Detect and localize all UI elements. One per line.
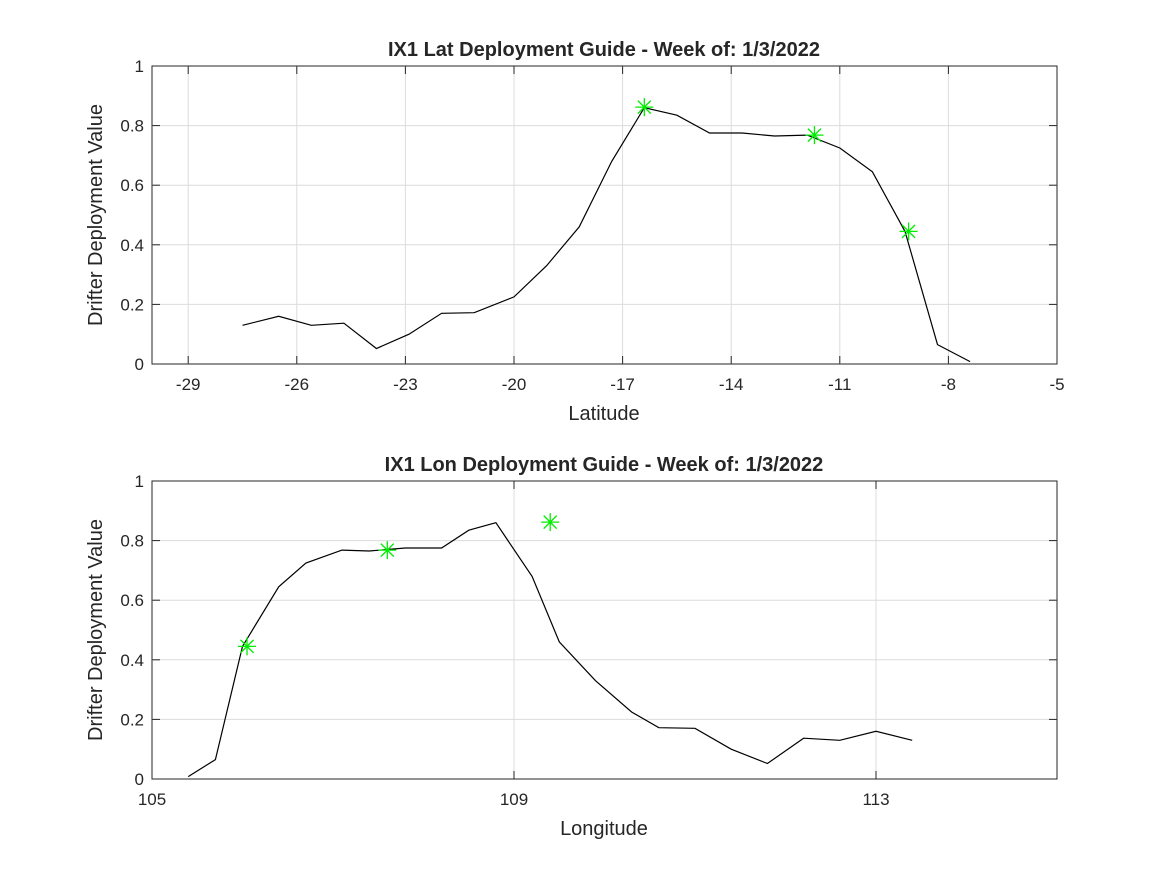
- y-tick-label: 0.4: [120, 651, 144, 670]
- x-tick-label: -20: [502, 375, 527, 394]
- marker-stroke: [543, 515, 558, 530]
- y-tick-label: 0.6: [120, 591, 144, 610]
- x-tick-label: -17: [610, 375, 635, 394]
- grid: [152, 481, 1057, 779]
- asterisk-marker: [378, 541, 397, 560]
- marker-stroke: [637, 100, 652, 115]
- series-line: [242, 107, 971, 363]
- plot-area: [151, 480, 1058, 780]
- x-tick-label: -11: [828, 375, 851, 394]
- x-axis-label: Latitude: [568, 403, 639, 425]
- grid: [152, 66, 1057, 364]
- x-tick-label: -8: [941, 375, 956, 394]
- y-tick-label: 0.8: [120, 117, 144, 136]
- y-tick-label: 0: [135, 355, 144, 374]
- chart-title: IX1 Lon Deployment Guide - Week of: 1/3/…: [385, 454, 824, 476]
- latitude-chart: -29 -26 -23 -20 -17 -14 -11 -8 -500.20.40.60.81 …: [85, 39, 1065, 425]
- asterisk-marker: [805, 126, 824, 145]
- y-tick-label: 0.8: [120, 532, 144, 551]
- asterisk-marker: [899, 222, 918, 241]
- x-tick-label: 113: [862, 790, 889, 809]
- x-tick-label: -14: [719, 375, 744, 394]
- ticks: 105 109 113 0 0.2 0.4 0.6 0.8 1: [120, 472, 1057, 809]
- markers: [635, 98, 918, 241]
- y-tick-label: 1: [135, 472, 144, 491]
- y-axis-label: Drifter Deployment Value: [85, 104, 107, 326]
- y-tick-label: 0: [135, 770, 144, 789]
- y-tick-label: 1: [135, 57, 144, 76]
- x-tick-label: -26: [285, 375, 310, 394]
- x-axis-label: Longitude: [560, 818, 648, 840]
- marker-stroke: [240, 639, 254, 654]
- marker-stroke: [807, 128, 822, 143]
- y-tick-label: 0.2: [120, 710, 144, 729]
- asterisk-marker: [635, 98, 654, 117]
- x-tick-label: -23: [393, 375, 418, 394]
- markers: [238, 513, 560, 656]
- x-tick-label: 105: [138, 790, 166, 809]
- ticks: -29 -26 -23 -20 -17 -14 -11 -8 -5 0 0.2 0.4 0.6 0.8 1: [120, 57, 1064, 394]
- asterisk-marker: [238, 637, 257, 656]
- plot-area: [151, 65, 1058, 365]
- y-tick-label: 0.4: [120, 236, 144, 255]
- asterisk-marker: [541, 513, 560, 532]
- y-tick-label: 0.6: [120, 176, 144, 195]
- y-tick-label: 0.2: [120, 295, 144, 314]
- marker-stroke: [380, 543, 395, 558]
- chart-title: IX1 Lat Deployment Guide - Week of: 1/3/…: [388, 39, 820, 61]
- x-tick-label: 109: [500, 790, 528, 809]
- series-line: [187, 522, 913, 778]
- marker-stroke: [901, 224, 916, 239]
- y-axis-label: Drifter Deployment Value: [85, 519, 107, 741]
- x-tick-label: -29: [176, 375, 201, 394]
- longitude-chart: 105 109 113 0 0.2 0.4 0.6 0.8 1 IX1 Lon Deployme…: [85, 454, 1058, 840]
- x-tick-label: -5: [1049, 375, 1064, 394]
